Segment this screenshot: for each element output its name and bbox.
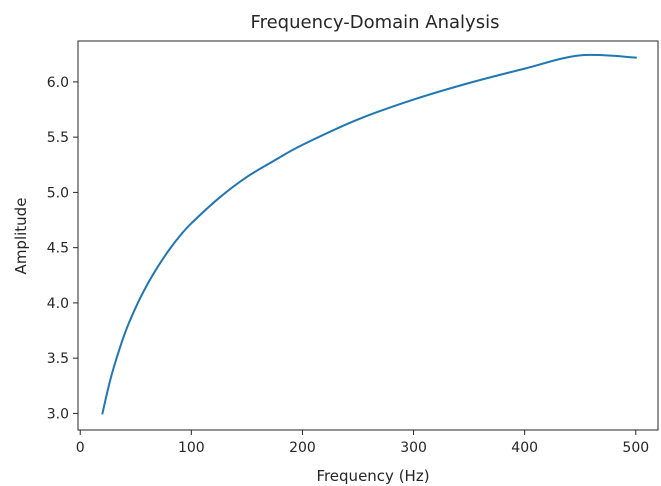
y-tick-label: 5.0 <box>47 185 69 201</box>
y-axis-title: Amplitude <box>12 198 30 275</box>
y-axis: 3.0 3.5 4.0 4.5 5.0 5.5 6.0 <box>47 75 78 422</box>
x-tick-label: 400 <box>511 440 538 456</box>
x-axis: 0 100 200 300 400 500 <box>76 430 649 456</box>
plot-area <box>77 40 659 431</box>
x-tick-label: 200 <box>289 440 316 456</box>
y-tick-label: 6.0 <box>47 75 69 91</box>
x-tick-label: 300 <box>400 440 427 456</box>
x-axis-title: Frequency (Hz) <box>316 467 429 485</box>
y-tick-label: 3.0 <box>47 406 69 422</box>
y-tick-label: 4.5 <box>47 241 69 257</box>
series-line <box>101 53 637 415</box>
y-tick-label: 3.5 <box>47 351 69 367</box>
series-layer <box>101 53 637 415</box>
x-tick-label: 0 <box>76 440 85 456</box>
y-tick-label: 5.5 <box>47 130 69 146</box>
y-tick-label: 4.0 <box>47 296 69 312</box>
chart-title: Frequency-Domain Analysis <box>251 12 500 33</box>
x-tick-label: 100 <box>178 440 205 456</box>
x-tick-label: 500 <box>622 440 649 456</box>
